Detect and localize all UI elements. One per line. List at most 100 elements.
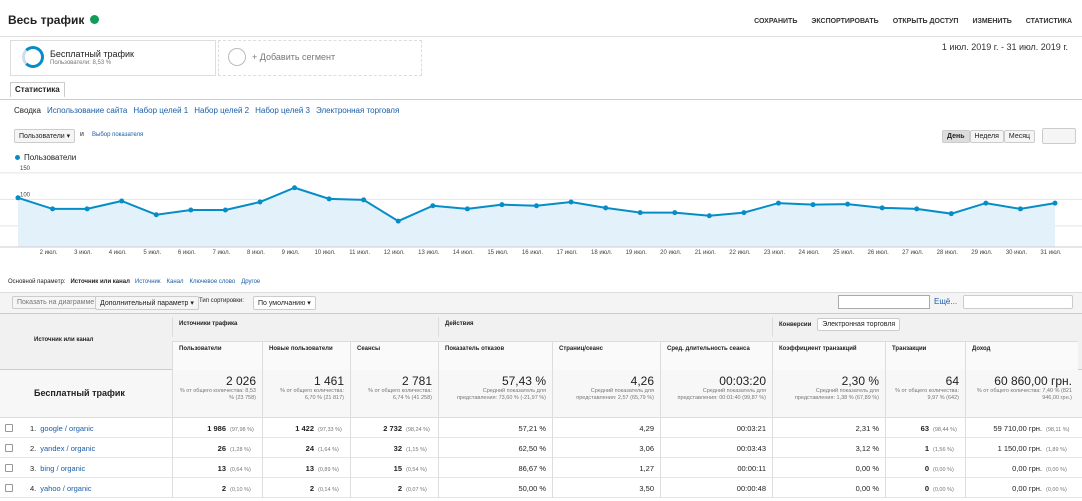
x-tick-label: 11 июл. xyxy=(349,250,370,256)
row-checkbox[interactable] xyxy=(5,444,13,452)
total-note: % от общего количества: 6,74 % (41 258) xyxy=(368,388,432,401)
column-header[interactable]: Сред. длительность сеанса xyxy=(660,341,772,370)
subtab[interactable]: Набор целей 2 xyxy=(194,106,250,115)
point xyxy=(119,198,125,204)
action[interactable]: ЭКСПОРТИРОВАТЬ xyxy=(811,18,879,25)
x-tick-label: 31 июл. xyxy=(1040,250,1062,256)
row-checkbox[interactable] xyxy=(5,464,13,472)
row-source[interactable]: bing / organic xyxy=(40,464,86,473)
date-range[interactable]: 1 июл. 2019 г. - 31 июл. 2019 г. xyxy=(941,42,1068,52)
column-header[interactable]: Показатель отказов xyxy=(438,341,552,370)
row-source[interactable]: google / organic xyxy=(40,424,94,433)
dimension-option[interactable]: Канал xyxy=(166,279,184,285)
data-cell: 86,67 % xyxy=(438,458,552,478)
total-note: % от общего количества: 6,70 % (21 817) xyxy=(280,388,344,401)
more[interactable]: Ещё... xyxy=(934,297,958,306)
subtab[interactable]: Набор целей 3 xyxy=(255,106,310,115)
column-header[interactable]: Страниц/сеанс xyxy=(552,341,660,370)
data-cell: 00:00:48 xyxy=(660,478,772,498)
subtab[interactable]: Набор целей 1 xyxy=(133,106,189,115)
column-label: Сред. длительность сеанса xyxy=(667,346,750,352)
cell-value: 0,00 грн. xyxy=(1012,464,1042,473)
data-cell: 32 (1,15 %) xyxy=(350,438,438,458)
choose-metric[interactable]: Выбор показателя xyxy=(92,132,144,138)
add-segment[interactable]: + Добавить сегмент xyxy=(252,52,336,62)
segment-ring xyxy=(22,46,44,68)
action[interactable]: ОТКРЫТЬ ДОСТУП xyxy=(892,18,959,25)
period[interactable]: День xyxy=(942,130,970,143)
cell-value: 3,50 xyxy=(639,484,654,493)
cell-share: (98,11 %) xyxy=(1046,427,1070,433)
total-cell: 1 461% от общего количества: 6,70 % (21 … xyxy=(262,370,350,418)
row-checkbox[interactable] xyxy=(5,424,13,432)
column-header[interactable]: Пользователи xyxy=(172,341,262,370)
action[interactable]: СОХРАНИТЬ xyxy=(754,18,798,25)
period[interactable]: Неделя xyxy=(969,130,1004,143)
and: и xyxy=(80,131,84,138)
cell-share: (98,24 %) xyxy=(406,427,430,433)
cell-share: (1,56 %) xyxy=(933,447,954,453)
view-buttons[interactable] xyxy=(963,295,1073,309)
dimension-option[interactable]: Ключевое слово xyxy=(189,279,236,285)
group-header: Конверсии Электронная торговля xyxy=(772,317,1078,337)
plot-rows[interactable]: Показать на диаграмме xyxy=(12,296,100,309)
dimension-option[interactable]: Другое xyxy=(241,279,261,285)
total-value: 1 461 xyxy=(313,374,344,388)
chart-type[interactable] xyxy=(1042,128,1076,144)
table: Источники трафика Действия Конверсии Электр… xyxy=(0,313,1082,501)
cell-value: 62,50 % xyxy=(518,444,546,453)
subtab[interactable]: Электронная торговля xyxy=(315,106,400,115)
search-input[interactable] xyxy=(838,295,930,309)
column-header[interactable]: Доход xyxy=(965,341,1078,370)
x-tick-label: 13 июл. xyxy=(418,250,440,256)
column-header[interactable]: Коэффициент транзакций xyxy=(772,341,885,370)
row-source[interactable]: yandex / organic xyxy=(40,444,96,453)
row-source[interactable]: yahoo / organic xyxy=(40,484,92,493)
data-cell: 15 (0,54 %) xyxy=(350,458,438,478)
row-checkbox[interactable] xyxy=(5,484,13,492)
total-cell: 4,26 Средний показатель для представления… xyxy=(552,370,660,418)
add-segment-ring xyxy=(228,48,246,66)
x-tick-label: 17 июл. xyxy=(556,250,578,256)
metric-select[interactable]: Пользователи ▾ xyxy=(14,129,76,143)
dimension-option[interactable]: Источник xyxy=(134,279,161,285)
subtab[interactable]: Сводка xyxy=(14,106,42,115)
group-header: Действия xyxy=(438,317,772,337)
total-note: % от общего количества: 8,53 % (23 758) xyxy=(179,388,256,401)
secondary-dimension[interactable]: Дополнительный параметр ▾ xyxy=(95,296,199,310)
action[interactable]: СТАТИСТИКА xyxy=(1025,18,1072,25)
x-tick-label: 5 июл. xyxy=(143,250,161,256)
conversion-select[interactable]: Электронная торговля xyxy=(817,318,901,331)
data-cell: 3,50 xyxy=(552,478,660,498)
subtabs: Сводка Использование сайта Набор целей 1 На… xyxy=(14,106,399,115)
period[interactable]: Месяц xyxy=(1003,130,1036,143)
verified-icon xyxy=(90,15,99,24)
action[interactable]: ИЗМЕНИТЬ xyxy=(972,18,1012,25)
area xyxy=(18,187,1055,247)
point xyxy=(153,212,159,218)
tab[interactable]: Статистика xyxy=(10,82,65,98)
cell-share: (1,15 %) xyxy=(406,447,427,453)
column-header[interactable]: Сеансы xyxy=(350,341,438,370)
column-header[interactable]: Новые пользователи xyxy=(262,341,350,370)
x-tick-label: 18 июл. xyxy=(591,250,613,256)
total-label-cell: Бесплатный трафик xyxy=(20,370,172,418)
data-cell: 2 (0,10 %) xyxy=(172,478,262,498)
segment-box[interactable] xyxy=(10,40,216,76)
source-cell: 4. yahoo / organic xyxy=(20,478,172,498)
x-tick-label: 15 июл. xyxy=(487,250,509,256)
cell-share: (0,10 %) xyxy=(230,487,251,493)
subtab[interactable]: Использование сайта xyxy=(47,106,128,115)
column-label: Доход xyxy=(972,346,991,352)
cell-share: (1,89 %) xyxy=(1046,447,1067,453)
cell-value: 26 xyxy=(217,444,226,453)
total-value: 4,26 xyxy=(630,374,654,388)
data-cell: 1 422 (97,33 %) xyxy=(262,418,350,438)
data-cell: 2,31 % xyxy=(772,418,885,438)
add-segment-box[interactable] xyxy=(218,40,422,76)
point xyxy=(222,207,228,213)
column-header[interactable]: Транзакции xyxy=(885,341,965,370)
point xyxy=(292,185,298,191)
sort-select[interactable]: По умолчанию ▾ xyxy=(253,296,316,310)
column-header[interactable]: Источник или канал xyxy=(20,333,172,353)
